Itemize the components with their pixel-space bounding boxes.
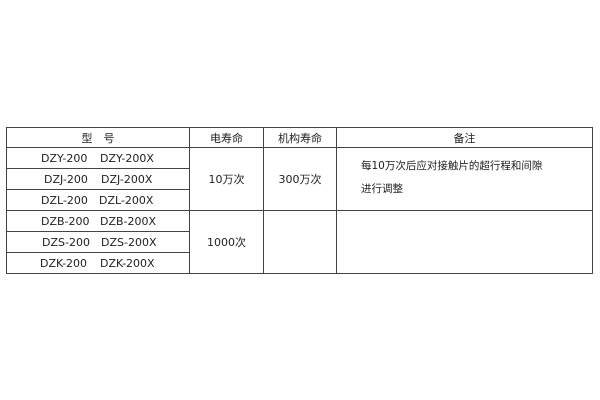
group2-electrical-life: 1000次	[189, 210, 264, 274]
header-notes: 备注	[336, 127, 593, 148]
group2-notes	[336, 210, 593, 274]
table-row: DZJ-200 DZJ-200X	[6, 168, 190, 190]
header-mechanical-life: 机构寿命	[263, 127, 337, 148]
table-row: DZK-200 DZK-200X	[6, 252, 190, 274]
model-a: DZL-200	[41, 193, 88, 207]
note-line-2: 进行调整	[361, 183, 403, 195]
model-b: DZS-200X	[101, 235, 157, 249]
model-a: DZJ-200	[44, 172, 88, 186]
table-row: DZY-200 DZY-200X	[6, 147, 190, 169]
model-b: DZY-200X	[100, 151, 154, 165]
model-a: DZK-200	[40, 256, 88, 270]
model-a: DZB-200	[41, 214, 90, 228]
note-line-1: 每10万次后应对接触片的超行程和间隙	[361, 160, 543, 172]
model-b: DZJ-200X	[101, 172, 153, 186]
group1-mechanical-life: 300万次	[263, 147, 337, 211]
header-electrical-life: 电寿命	[189, 127, 264, 148]
header-model: 型 号	[6, 127, 190, 148]
group2-mechanical-life	[263, 210, 337, 274]
model-a: DZS-200	[42, 235, 90, 249]
table-row: DZB-200 DZB-200X	[6, 210, 190, 232]
model-b: DZK-200X	[100, 256, 155, 270]
model-a: DZY-200	[41, 151, 88, 165]
table-row: DZL-200 DZL-200X	[6, 189, 190, 211]
group1-electrical-life: 10万次	[189, 147, 264, 211]
group1-notes: 每10万次后应对接触片的超行程和间隙 进行调整	[336, 147, 593, 211]
model-b: DZL-200X	[99, 193, 154, 207]
model-b: DZB-200X	[100, 214, 157, 228]
table-row: DZS-200 DZS-200X	[6, 231, 190, 253]
